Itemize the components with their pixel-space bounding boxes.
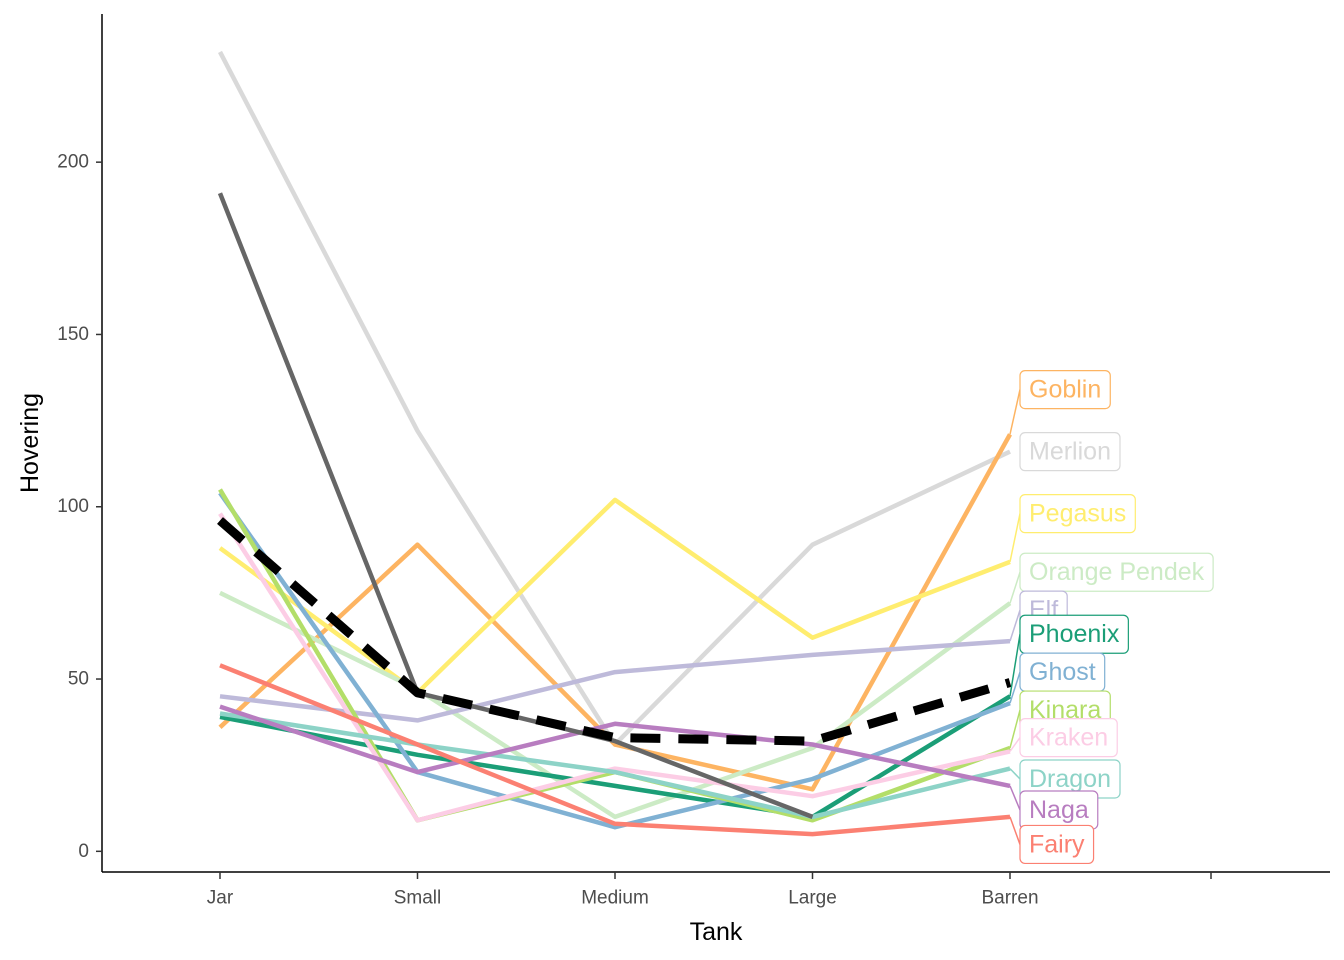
series-line-fairy (219, 663, 1011, 837)
series-label-leader (1009, 671, 1021, 704)
series-label-text: Naga (1029, 796, 1089, 824)
series-line-goblin (218, 433, 1012, 792)
series-label-leader (1009, 737, 1021, 752)
series-line-merlion (218, 50, 1011, 747)
series-label-text: Kraken (1029, 724, 1108, 752)
series-label-leader (1009, 816, 1021, 845)
series-label-naga: Naga (1009, 785, 1099, 830)
x-tick-label: Jar (207, 888, 234, 909)
series-line-pegasus (218, 497, 1011, 696)
series-line-orange-pendek (219, 590, 1012, 820)
y-tick-label: 50 (68, 669, 89, 690)
x-tick-label: Small (394, 888, 442, 909)
series-label-box (1019, 824, 1095, 865)
series-label-leader (1009, 709, 1021, 749)
series-layer (217, 50, 1012, 837)
series-line-dragon (219, 711, 1011, 820)
series-label-pegasus: Pegasus (1009, 494, 1136, 563)
series-label-leader (1009, 609, 1021, 642)
series-label-leader (1009, 634, 1021, 697)
x-tick-label: Barren (981, 888, 1038, 909)
series-label-leader (1009, 785, 1021, 811)
series-line-phoenix (219, 694, 1012, 820)
series-label-kraken: Kraken (1009, 718, 1118, 758)
series-label-box (1019, 369, 1111, 410)
series-label-fairy: Fairy (1009, 816, 1095, 865)
series-label-text: Phoenix (1029, 620, 1120, 648)
series-label-leader (1009, 389, 1021, 435)
series-line-dark-grey (217, 192, 814, 820)
series-label-leader (1009, 768, 1021, 780)
series-label-box (1019, 432, 1121, 472)
axes-layer: 0 50 100 150 200 Jar Small Medium Large Barren (57, 14, 1330, 909)
series-label-goblin: Goblin (1009, 369, 1111, 435)
series-label-merlion: Merlion (1019, 432, 1121, 472)
series-label-phoenix: Phoenix (1009, 614, 1129, 697)
series-label-box (1019, 718, 1118, 758)
series-label-text: Ghost (1029, 658, 1096, 686)
series-label-leader (1009, 513, 1021, 563)
series-label-text: Orange Pendek (1029, 558, 1205, 586)
x-tick-label: Large (788, 888, 837, 909)
y-tick-label: 150 (57, 324, 89, 345)
series-label-leader (1009, 571, 1021, 604)
y-tick-label: 200 (57, 152, 89, 173)
y-tick-label: 0 (78, 841, 89, 862)
y-axis-title: Hovering (16, 393, 44, 493)
series-label-ghost: Ghost (1009, 652, 1106, 704)
x-tick-label: Medium (581, 888, 649, 909)
series-label-text: Merlion (1029, 438, 1111, 466)
series-label-text: Pegasus (1029, 500, 1126, 528)
x-axis-title: Tank (690, 918, 743, 946)
series-label-orange-pendek: Orange Pendek (1009, 552, 1214, 604)
series-label-text: Dragon (1029, 765, 1111, 793)
series-line-dashed-black (217, 517, 1012, 746)
series-line-naga (219, 704, 1011, 789)
series-label-text: Goblin (1029, 376, 1101, 404)
series-label-dragon: Dragon (1009, 759, 1121, 799)
series-label-box (1019, 552, 1214, 592)
series-label-box (1019, 494, 1136, 534)
y-tick-label: 100 (57, 496, 89, 517)
series-label-text: Fairy (1029, 830, 1085, 858)
series-line-ghost (218, 491, 1011, 830)
